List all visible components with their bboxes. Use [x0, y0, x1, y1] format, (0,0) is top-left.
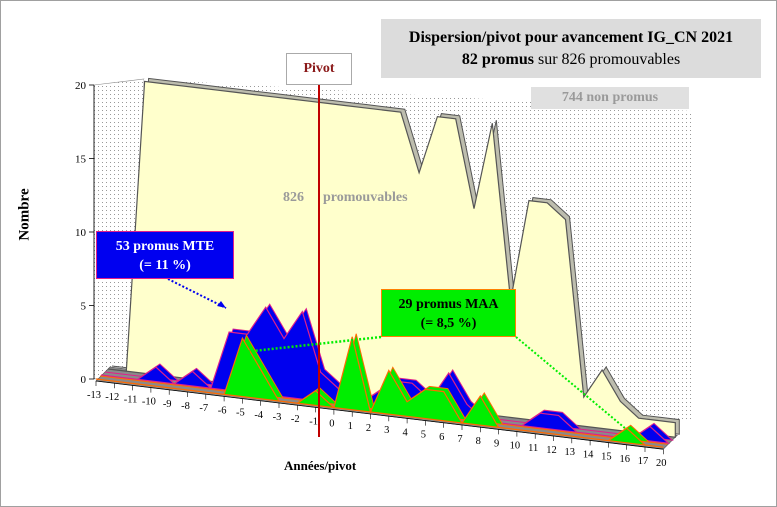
y-axis-label: Nombre: [16, 188, 33, 241]
mte-arrowhead: [217, 301, 226, 308]
subtitle-rest: sur 826 promouvables: [537, 51, 681, 68]
x-tick-label: 20: [656, 458, 667, 469]
x-tick-label: 4: [402, 427, 408, 438]
y-tick-label: 5: [81, 301, 87, 313]
x-tick-label: -8: [181, 401, 190, 412]
x-tick-label: 10: [510, 441, 521, 452]
x-tick-label: -12: [105, 392, 119, 403]
x-axis-label: Années/pivot: [284, 458, 357, 473]
x-tick-label: 17: [638, 456, 649, 467]
x-tick-label: -10: [142, 397, 156, 408]
x-tick-label: 13: [565, 447, 576, 458]
mte-pointer-line: [167, 278, 227, 309]
subtitle-bold: 82 promus: [461, 51, 534, 68]
x-tick-label: 0: [329, 419, 334, 430]
x-tick-label: 11: [528, 443, 538, 454]
promouvables-count: 826: [283, 190, 304, 205]
x-tick-label: -13: [87, 390, 101, 401]
x-tick-label: 14: [583, 449, 594, 460]
x-tick-label: 16: [619, 454, 630, 465]
x-tick-label: 12: [546, 445, 557, 456]
x-tick-label: -4: [254, 410, 263, 421]
x-tick-label: 5: [421, 430, 426, 441]
x-tick-label: -1: [309, 416, 318, 427]
chart-title: Dispersion/pivot pour avancement IG_CN 2…: [408, 29, 734, 46]
maa-line2: (= 8,5 %): [420, 316, 477, 331]
y-tick-label: 0: [81, 374, 87, 386]
x-tick-label: -7: [199, 403, 208, 414]
pivot-label: Pivot: [286, 53, 352, 85]
series-promus-MAA: [95, 333, 668, 448]
series-area: [95, 336, 664, 448]
maa-line1: 29 promus MAA: [398, 297, 499, 312]
y-tick-label: 10: [75, 227, 87, 239]
x-tick-label: -3: [273, 412, 282, 423]
x-tick-label: 2: [366, 423, 371, 434]
x-axis-line: [95, 380, 664, 450]
maa-annotation: 29 promus MAA (= 8,5 %): [381, 289, 516, 337]
x-tick-label: -2: [291, 414, 300, 425]
x-tick-label: 7: [457, 434, 462, 445]
x-tick-label: -5: [236, 408, 245, 419]
x-tick-label: -11: [124, 394, 138, 405]
x-tick-label: 1: [348, 421, 353, 432]
x-tick-label: 15: [601, 452, 612, 463]
x-tick-label: 8: [476, 436, 481, 447]
x-tick-label: -9: [163, 399, 172, 410]
x-tick-label: 6: [439, 432, 444, 443]
x-tick-label: 9: [494, 438, 499, 449]
promouvables-label: promouvables: [323, 190, 408, 205]
mte-line1: 53 promus MTE: [115, 239, 215, 254]
mte-line2: (= 11 %): [139, 258, 191, 273]
maa-pointer-line-left: [243, 335, 382, 354]
y-tick-label: 20: [75, 80, 87, 92]
mte-annotation: 53 promus MTE (= 11 %): [96, 231, 234, 279]
non-promus-label: 744 non promus: [531, 87, 689, 109]
x-tick-label: 3: [384, 425, 389, 436]
y-tick-label: 15: [75, 154, 87, 166]
x-tick-label: -6: [218, 405, 227, 416]
chart-title-box: Dispersion/pivot pour avancement IG_CN 2…: [381, 19, 761, 78]
